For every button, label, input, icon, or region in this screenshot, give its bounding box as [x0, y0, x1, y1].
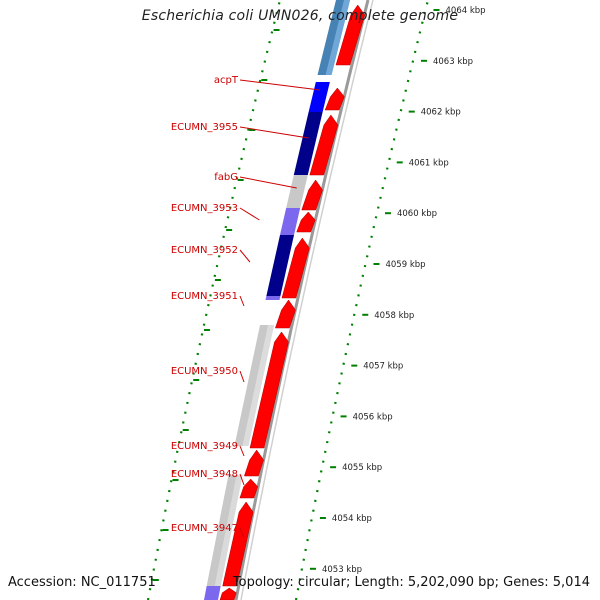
gene-label: ECUMN_3947: [171, 523, 238, 534]
cds-arrow: [324, 87, 345, 111]
scale-tick-label: 4061 kbp: [409, 158, 449, 168]
gene-label: ECUMN_3955: [171, 122, 238, 133]
cds-arrow: [239, 478, 259, 499]
cds-layer: [219, 4, 366, 600]
gene-label-leader: [239, 473, 245, 486]
scale-tick-label: 4064 kbp: [446, 6, 486, 16]
gene-label-leader: [239, 295, 245, 307]
gene-layer: [204, 0, 350, 600]
gene-label: acpT: [214, 75, 239, 86]
cds-arrow: [219, 587, 237, 600]
gene-label-leader: [239, 445, 245, 457]
tick-ring-inner: [146, 0, 282, 600]
backbone-layer: [234, 0, 374, 600]
scale-tick-label: 4060 kbp: [397, 209, 437, 219]
gene-label-leader: [239, 176, 297, 189]
cds-arrow: [281, 237, 310, 299]
scale-tick-label: 4059 kbp: [385, 260, 425, 270]
gene-label-leader: [239, 249, 251, 263]
scale-tick-label: 4057 kbp: [363, 362, 403, 372]
gene-label-leader: [239, 527, 245, 539]
cds-arrow: [275, 299, 296, 329]
gene-label: ECUMN_3948: [171, 469, 238, 480]
cds-arrow: [309, 114, 339, 176]
feature-block: [308, 82, 330, 112]
scale-tick-label: 4056 kbp: [353, 412, 393, 422]
gene-label: ECUMN_3953: [171, 203, 238, 214]
genome-title: Escherichia coli UMN026, complete genome: [141, 8, 459, 24]
gene-label: ECUMN_3950: [171, 366, 238, 377]
scale-tick-label: 4054 kbp: [332, 514, 372, 524]
gene-label-leader: [239, 126, 309, 139]
cds-arrow: [222, 501, 254, 587]
cds-arrow: [335, 4, 366, 66]
scale-tick-label: 4053 kbp: [322, 565, 362, 575]
cds-arrow: [243, 449, 264, 477]
cds-arrow: [296, 211, 316, 233]
feature-block-highlight: [214, 475, 243, 586]
feature-block: [280, 208, 301, 235]
gene-label: ECUMN_3949: [171, 441, 238, 452]
backbone-line: [240, 0, 374, 600]
scale-tick-label: 4055 kbp: [342, 463, 382, 473]
scale-tick-label: 4063 kbp: [433, 57, 473, 67]
gene-label-leader: [239, 207, 260, 221]
feature-block: [286, 175, 308, 208]
gene-label: ECUMN_3951: [171, 291, 238, 302]
feature-block: [265, 296, 281, 300]
gene-label-leader: [239, 370, 245, 383]
feature-block-highlight: [325, 0, 350, 75]
backbone-line: [234, 0, 370, 600]
feature-block-highlight: [242, 325, 275, 446]
scale-tick-label: 4062 kbp: [421, 108, 461, 118]
tick-layer: 4064 kbp 4063 kbp 4062 kbp 4061 kbp 4060 kbp…: [146, 0, 486, 600]
feature-block: [266, 235, 295, 296]
scale-tick-label: 4058 kbp: [374, 311, 414, 321]
cds-arrow: [249, 331, 289, 449]
gene-label: fabG: [214, 172, 238, 183]
label-layer: acpT ECUMN_3955 fabG ECUMN_3953 ECUMN_3952 EC…: [171, 75, 320, 539]
cds-arrow: [301, 179, 323, 211]
gene-label-leader: [239, 79, 320, 91]
feature-block: [293, 112, 323, 175]
genome-summary-text: Topology: circular; Length: 5,202,090 bp…: [232, 575, 590, 590]
tick-ring-outer: [294, 0, 430, 600]
accession-text: Accession: NC_011751: [8, 575, 156, 590]
feature-block: [204, 586, 221, 600]
gene-label: ECUMN_3952: [171, 245, 238, 256]
